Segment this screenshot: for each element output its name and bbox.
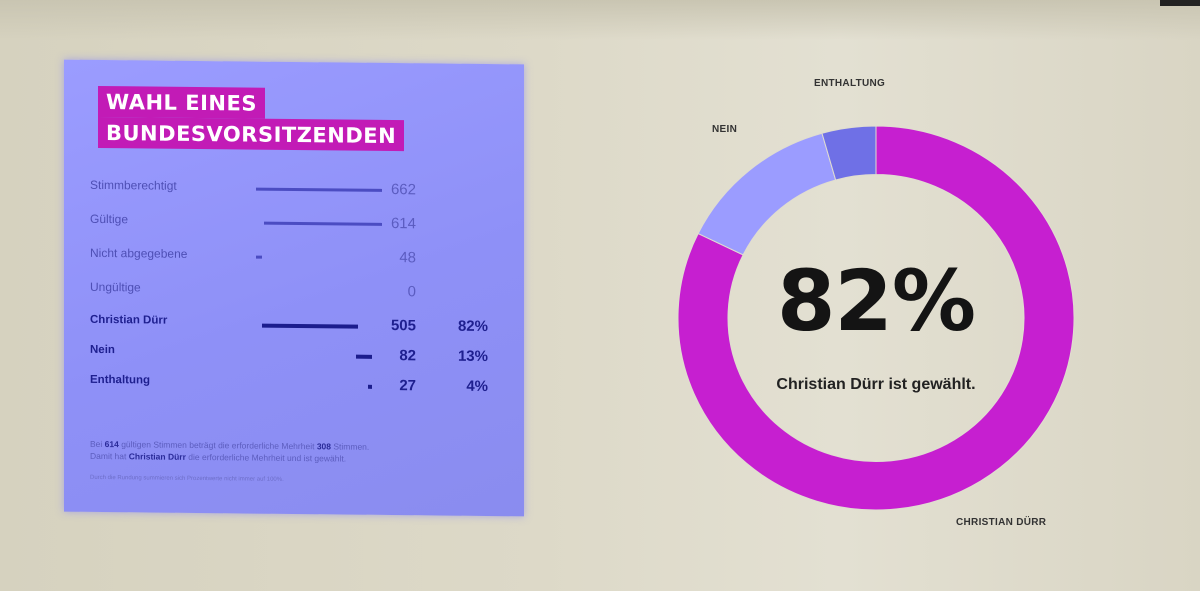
table-row: Ungültige 0 bbox=[90, 280, 500, 308]
title-line-2: BUNDESVORSITZENDEN bbox=[98, 116, 405, 152]
donut-svg bbox=[677, 125, 1075, 511]
donut-slice-2 bbox=[821, 125, 877, 181]
results-table: Stimmberechtigt 662 Gültige 614 Nicht abgege… bbox=[64, 60, 524, 395]
row-value: 27 bbox=[399, 377, 416, 395]
center-caption: Christian Dürr ist gewählt. bbox=[776, 376, 976, 393]
row-value: 505 bbox=[390, 317, 416, 335]
row-label: Christian Dürr bbox=[90, 313, 168, 327]
table-row: Nicht abgegebene 48 bbox=[90, 246, 500, 274]
table-row: Nein 82 13% bbox=[90, 344, 500, 372]
row-label: Gültige bbox=[90, 211, 129, 227]
panel-title: WAHL EINES BUNDESVORSITZENDEN bbox=[98, 85, 405, 152]
table-row: Enthaltung 27 4% bbox=[90, 374, 500, 402]
row-percentage: 13% bbox=[457, 347, 488, 366]
label-christian-duerr: CHRISTIAN DÜRR bbox=[956, 517, 1047, 528]
row-label: Enthaltung bbox=[90, 373, 151, 387]
donut-slice-1 bbox=[697, 132, 837, 256]
rounding-note: Durch die Rundung summieren sich Prozent… bbox=[90, 474, 284, 483]
table-row: Stimmberechtigt 662 bbox=[90, 178, 500, 206]
row-label: Nein bbox=[90, 343, 115, 357]
screen-top-shade bbox=[0, 0, 1200, 40]
row-value: 614 bbox=[390, 215, 416, 233]
row-value: 82 bbox=[399, 347, 416, 365]
screen-corner bbox=[1160, 0, 1200, 6]
title-line-1: WAHL EINES bbox=[98, 85, 265, 119]
row-value: 662 bbox=[390, 181, 416, 199]
row-percentage: 4% bbox=[466, 377, 488, 396]
label-enthaltung: ENTHALTUNG bbox=[814, 78, 886, 89]
donut-slice-0 bbox=[677, 125, 1075, 511]
row-percentage: 82% bbox=[457, 317, 488, 336]
row-label: Ungültige bbox=[90, 279, 141, 295]
row-value: 48 bbox=[399, 249, 416, 267]
row-bar bbox=[256, 255, 262, 259]
table-row: Gültige 614 bbox=[90, 212, 500, 240]
row-bar bbox=[262, 323, 358, 329]
majority-note: Bei 614 gültigen Stimmen beträgt die erf… bbox=[90, 438, 370, 464]
label-nein: NEIN bbox=[712, 124, 738, 135]
results-panel: WAHL EINES BUNDESVORSITZENDEN Stimmberec… bbox=[64, 59, 524, 517]
row-value: 0 bbox=[407, 283, 416, 301]
row-label: Stimmberechtigt bbox=[90, 177, 177, 193]
center-percentage: 82% bbox=[776, 252, 976, 350]
donut-chart bbox=[676, 122, 1076, 514]
table-row: Christian Dürr 505 82% bbox=[90, 314, 500, 342]
row-label: Nicht abgegebene bbox=[90, 245, 188, 261]
